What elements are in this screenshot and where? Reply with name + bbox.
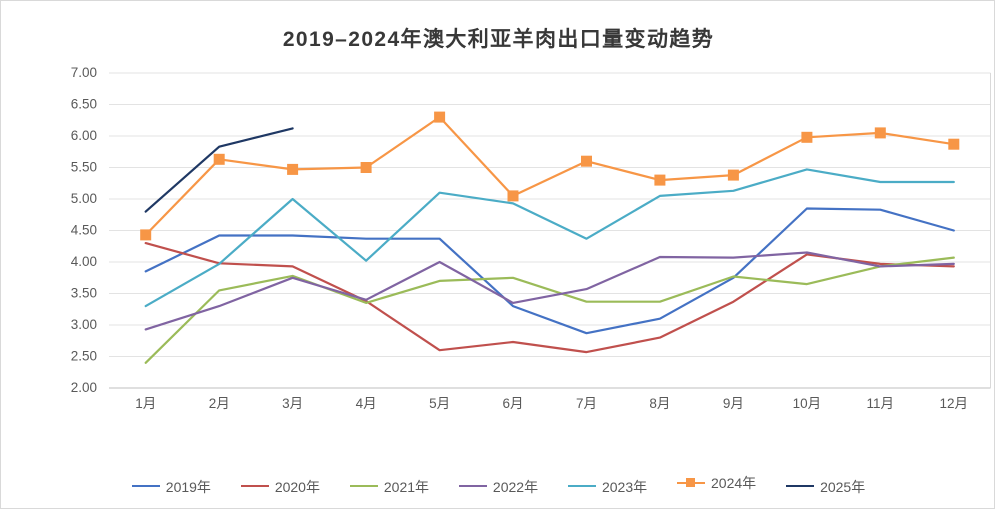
svg-text:3月: 3月: [282, 396, 303, 411]
svg-text:12月: 12月: [940, 396, 969, 411]
svg-text:1月: 1月: [135, 396, 156, 411]
svg-text:7月: 7月: [576, 396, 597, 411]
svg-text:2.00: 2.00: [71, 380, 97, 395]
svg-text:2.50: 2.50: [71, 349, 97, 364]
svg-text:7.00: 7.00: [71, 65, 97, 80]
svg-text:3.50: 3.50: [71, 286, 97, 301]
svg-text:5.50: 5.50: [71, 160, 97, 175]
svg-text:5月: 5月: [429, 396, 450, 411]
svg-text:2月: 2月: [209, 396, 230, 411]
svg-text:4.00: 4.00: [71, 254, 97, 269]
svg-text:11月: 11月: [867, 396, 895, 411]
svg-text:3.00: 3.00: [71, 317, 97, 332]
svg-text:4月: 4月: [356, 396, 377, 411]
svg-text:8月: 8月: [649, 396, 670, 411]
svg-text:5.00: 5.00: [71, 191, 97, 206]
svg-text:6月: 6月: [502, 396, 523, 411]
svg-text:4.50: 4.50: [71, 223, 97, 238]
svg-text:9月: 9月: [723, 396, 744, 411]
svg-text:6.00: 6.00: [71, 128, 97, 143]
svg-text:10月: 10月: [793, 396, 822, 411]
svg-text:6.50: 6.50: [71, 97, 97, 112]
